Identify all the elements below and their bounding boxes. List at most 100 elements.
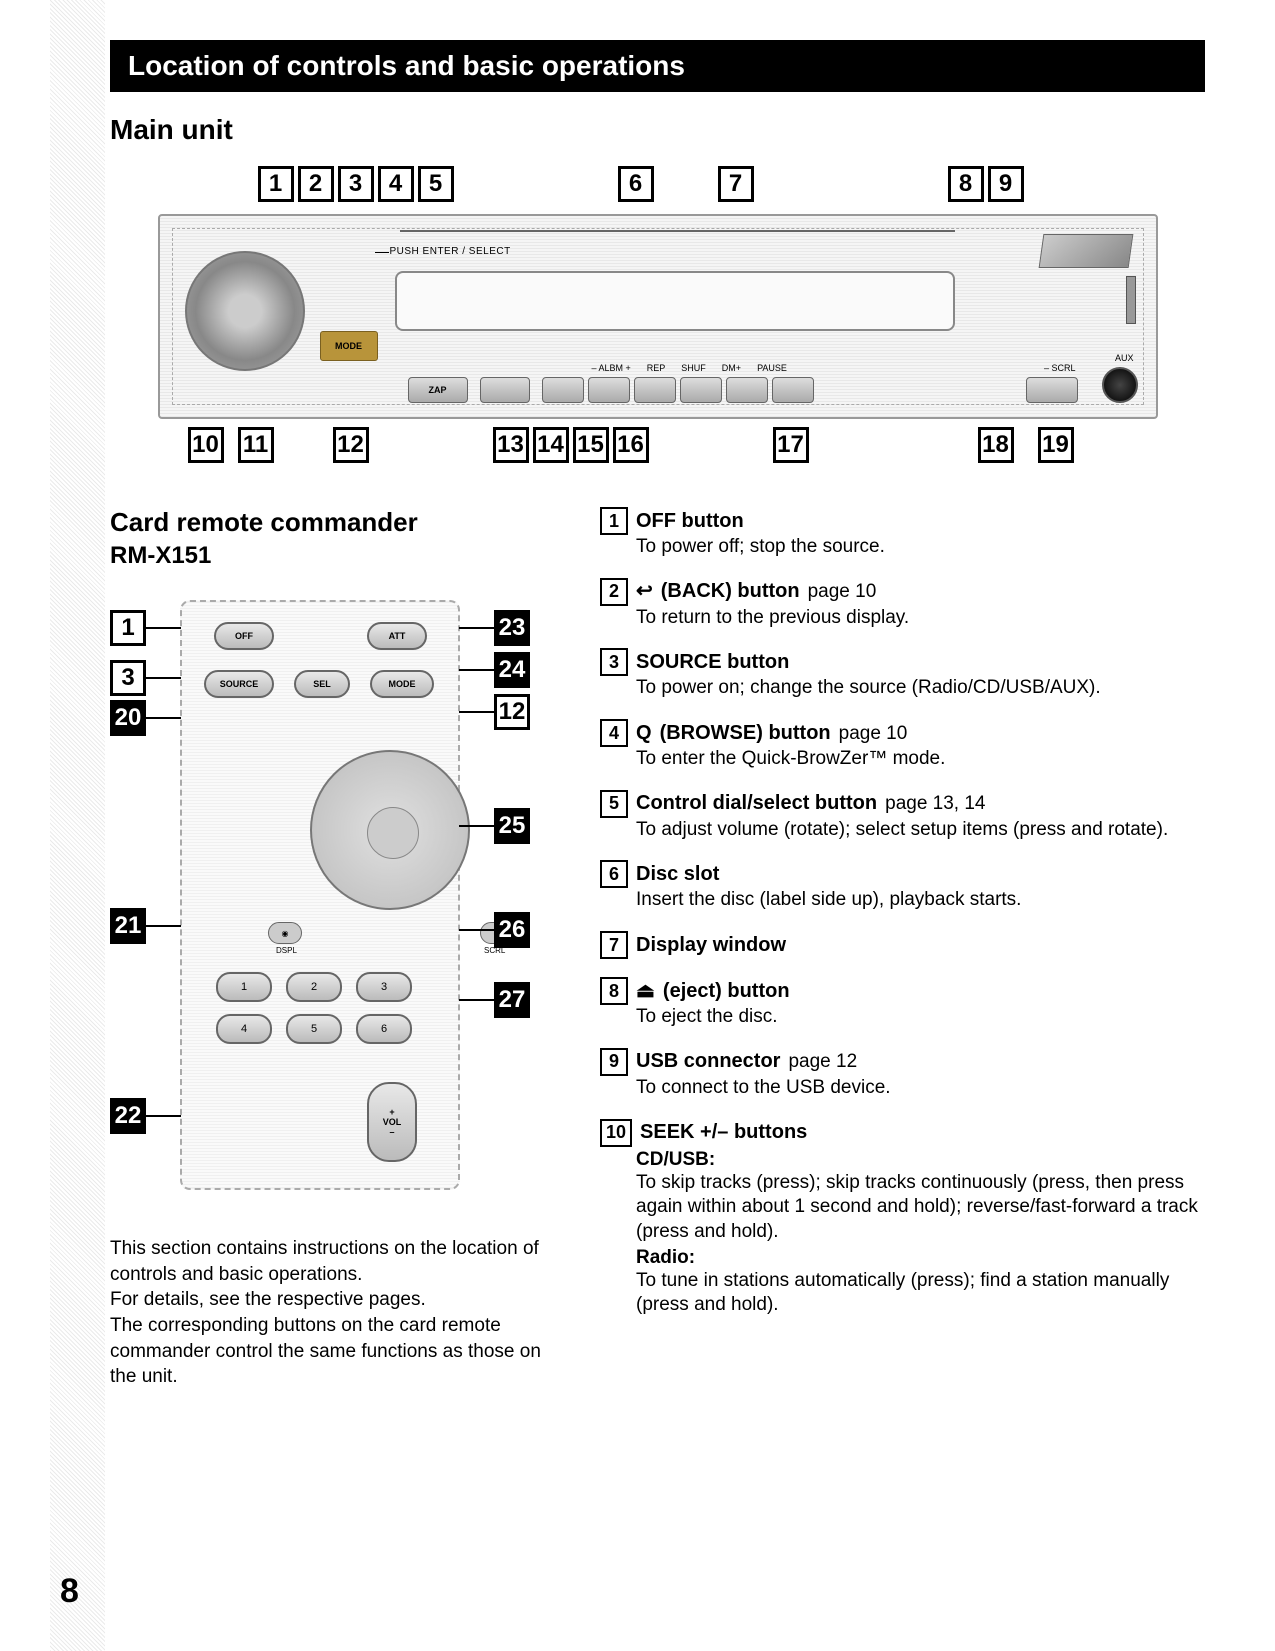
control-item-5: 5 Control dial/select button page 13, 14 T… — [600, 790, 1205, 843]
remote-callout-1: 1 — [110, 610, 181, 646]
remote-title: Card remote commander — [110, 507, 550, 538]
bottom-callouts-row: 10111213141516171819 — [158, 427, 1158, 467]
control-number-box: 5 — [600, 790, 628, 818]
callout-box: 1 — [110, 610, 146, 646]
callout-1: 1 — [258, 166, 294, 202]
remote-num-row-2: 456 — [216, 1014, 412, 1044]
vol-plus-icon: + — [389, 1107, 394, 1117]
control-title: OFF button — [636, 510, 744, 533]
control-title: Control dial/select button — [636, 792, 877, 815]
section-header-bar: Location of controls and basic operation… — [110, 40, 1205, 92]
callout-3: 3 — [338, 166, 374, 202]
btn-label: REP — [647, 363, 666, 373]
control-title: Disc slot — [636, 863, 719, 886]
control-title: (BACK) button — [661, 580, 800, 603]
control-title: SEEK +/– buttons — [640, 1121, 807, 1144]
control-desc: To adjust volume (rotate); select setup … — [636, 818, 1205, 843]
remote-callout-21: 21 — [110, 908, 181, 944]
callout-line — [146, 677, 181, 679]
callout-line — [146, 717, 181, 719]
remote-dspl-button: ◉ — [268, 922, 302, 944]
control-desc: To return to the previous display. — [636, 606, 1205, 631]
callout-8: 8 — [948, 166, 984, 202]
remote-callout-12: 12 — [459, 694, 530, 730]
control-desc: To power on; change the source (Radio/CD… — [636, 676, 1205, 701]
callout-box: 23 — [494, 610, 530, 646]
remote-att-button: ATT — [367, 622, 427, 650]
control-number-box: 1 — [600, 507, 628, 535]
control-item-8: 8⏏(eject) buttonTo eject the disc. — [600, 977, 1205, 1030]
callout-line — [459, 627, 494, 629]
head-unit-body: MODE PUSH ENTER / SELECT – ALBM +REPSHUF… — [158, 214, 1158, 419]
callout-box: 12 — [494, 694, 530, 730]
remote-num-row-1: 123 — [216, 972, 412, 1002]
control-title: Display window — [636, 934, 786, 957]
remote-num-5: 5 — [286, 1014, 342, 1044]
preset-button-labels: – ALBM +REPSHUFDM+PAUSE — [592, 363, 787, 373]
disc-slot-line — [400, 230, 955, 232]
callout-12: 12 — [333, 427, 369, 463]
callout-14: 14 — [533, 427, 569, 463]
control-head: 9 USB connector page 12 — [600, 1048, 1205, 1076]
lower-columns: Card remote commander RM-X151 OFF ATT SO… — [110, 507, 1205, 1390]
eject-button-area — [1038, 234, 1133, 268]
callout-line — [146, 925, 181, 927]
control-title: (eject) button — [663, 980, 790, 1003]
control-item-7: 7Display window — [600, 931, 1205, 959]
control-title: SOURCE button — [636, 651, 789, 674]
callout-10: 10 — [188, 427, 224, 463]
callout-line — [459, 999, 494, 1001]
callout-4: 4 — [378, 166, 414, 202]
callout-2: 2 — [298, 166, 334, 202]
callout-box: 20 — [110, 700, 146, 736]
callout-19: 19 — [1038, 427, 1074, 463]
callout-line — [459, 669, 494, 671]
remote-callout-3: 3 — [110, 660, 181, 696]
control-item-1: 1 OFF buttonTo power off; stop the source… — [600, 507, 1205, 560]
control-icon: ⏏ — [636, 978, 655, 1003]
usb-slot — [1126, 276, 1136, 324]
control-desc: To enter the Quick-BrowZer™ mode. — [636, 747, 1205, 772]
preset-3 — [634, 377, 676, 403]
control-page-ref: page 10 — [839, 723, 908, 745]
control-page-ref: page 13, 14 — [885, 793, 985, 815]
control-number-box: 6 — [600, 860, 628, 888]
callout-line — [146, 627, 181, 629]
main-unit-diagram: 123456789 MODE PUSH ENTER / SELECT – ALB… — [158, 166, 1158, 467]
push-enter-label: PUSH ENTER / SELECT — [390, 246, 511, 257]
control-number-box: 9 — [600, 1048, 628, 1076]
control-number-box: 10 — [600, 1119, 632, 1147]
control-item-3: 3 SOURCE buttonTo power on; change the so… — [600, 648, 1205, 701]
btn-label: PAUSE — [757, 363, 787, 373]
control-number-box: 3 — [600, 648, 628, 676]
control-title: USB connector — [636, 1050, 780, 1073]
control-item-9: 9USB connector page 12To connect to the … — [600, 1048, 1205, 1101]
preset-4 — [680, 377, 722, 403]
control-number-box: 8 — [600, 977, 628, 1005]
remote-num-4: 4 — [216, 1014, 272, 1044]
callout-17: 17 — [773, 427, 809, 463]
control-title: (BROWSE) button — [660, 722, 831, 745]
vol-minus-icon: – — [389, 1127, 394, 1137]
intro-paragraph: This section contains instructions on th… — [110, 1236, 550, 1390]
control-item-4: 4Q(BROWSE) button page 10To enter the Qu… — [600, 719, 1205, 772]
control-desc1: To skip tracks (press); skip tracks cont… — [636, 1171, 1205, 1245]
etr-button — [480, 377, 530, 403]
callout-18: 18 — [978, 427, 1014, 463]
control-desc: To power off; stop the source. — [636, 535, 1205, 560]
remote-dpad — [310, 750, 470, 910]
control-page-ref: page 12 — [788, 1051, 857, 1073]
mode-button: MODE — [320, 331, 378, 361]
preset-button-row — [542, 377, 814, 403]
control-head: 3 SOURCE button — [600, 648, 1205, 676]
callout-line — [459, 711, 494, 713]
remote-sel-button: SEL — [294, 670, 350, 698]
control-number-box: 2 — [600, 578, 628, 606]
left-column: Card remote commander RM-X151 OFF ATT SO… — [110, 507, 550, 1390]
remote-source-button: SOURCE — [204, 670, 274, 698]
remote-body: OFF ATT SOURCE SEL MODE ◉ DSPL ◉ SCRL 12… — [180, 600, 460, 1190]
callout-6: 6 — [618, 166, 654, 202]
preset-2 — [588, 377, 630, 403]
control-head: 1 OFF button — [600, 507, 1205, 535]
control-sub2: Radio: — [636, 1247, 1205, 1269]
